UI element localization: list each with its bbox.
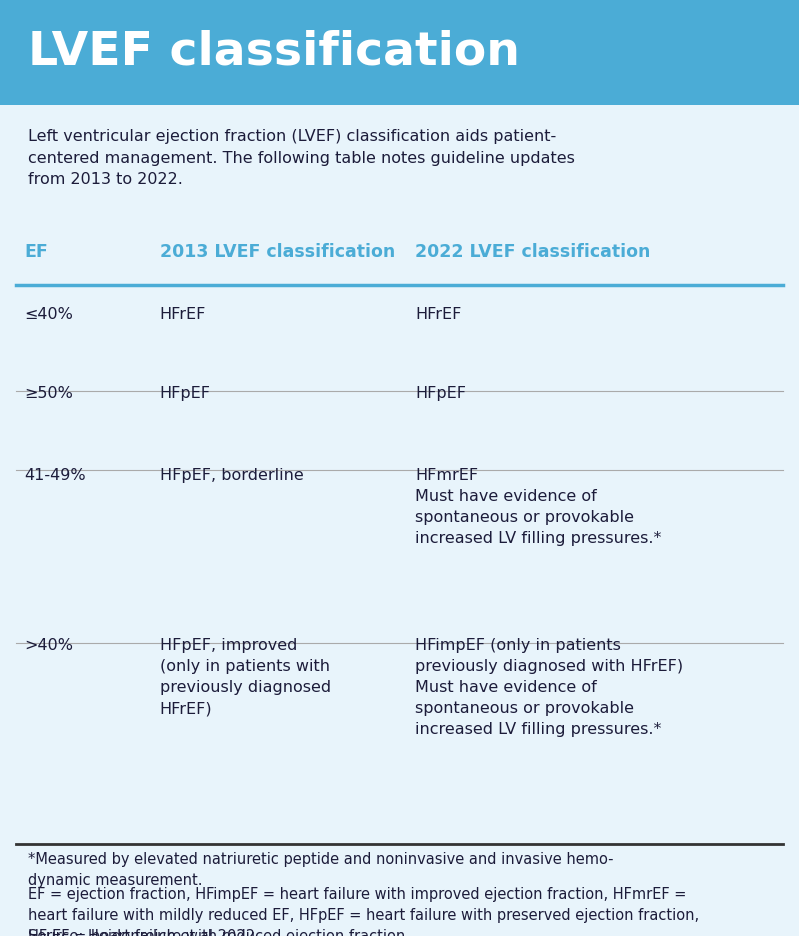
Text: HFrEF: HFrEF (415, 307, 462, 322)
Text: LVEF classification: LVEF classification (28, 30, 520, 75)
Text: ≤40%: ≤40% (24, 307, 73, 322)
Text: 2022 LVEF classification: 2022 LVEF classification (415, 243, 651, 261)
FancyBboxPatch shape (0, 0, 799, 105)
Text: Source: Heidenreich et al 2022: Source: Heidenreich et al 2022 (28, 929, 255, 936)
Text: Left ventricular ejection fraction (LVEF) classification aids patient-
centered : Left ventricular ejection fraction (LVEF… (28, 129, 574, 187)
Text: 41-49%: 41-49% (24, 468, 85, 483)
Text: HFpEF, borderline: HFpEF, borderline (160, 468, 304, 483)
Text: >40%: >40% (24, 638, 73, 653)
Text: ≥50%: ≥50% (24, 386, 73, 401)
Text: EF: EF (24, 243, 48, 261)
Text: EF = ejection fraction, HFimpEF = heart failure with improved ejection fraction,: EF = ejection fraction, HFimpEF = heart … (28, 887, 699, 936)
Text: HFmrEF
Must have evidence of
spontaneous or provokable
increased LV filling pres: HFmrEF Must have evidence of spontaneous… (415, 468, 662, 546)
Text: HFpEF: HFpEF (160, 386, 211, 401)
Text: HFrEF: HFrEF (160, 307, 206, 322)
Text: HFpEF, improved
(only in patients with
previously diagnosed
HFrEF): HFpEF, improved (only in patients with p… (160, 638, 331, 716)
Text: HFimpEF (only in patients
previously diagnosed with HFrEF)
Must have evidence of: HFimpEF (only in patients previously dia… (415, 638, 684, 738)
Text: 2013 LVEF classification: 2013 LVEF classification (160, 243, 395, 261)
Text: HFpEF: HFpEF (415, 386, 467, 401)
Text: *Measured by elevated natriuretic peptide and noninvasive and invasive hemo-
dyn: *Measured by elevated natriuretic peptid… (28, 852, 614, 887)
